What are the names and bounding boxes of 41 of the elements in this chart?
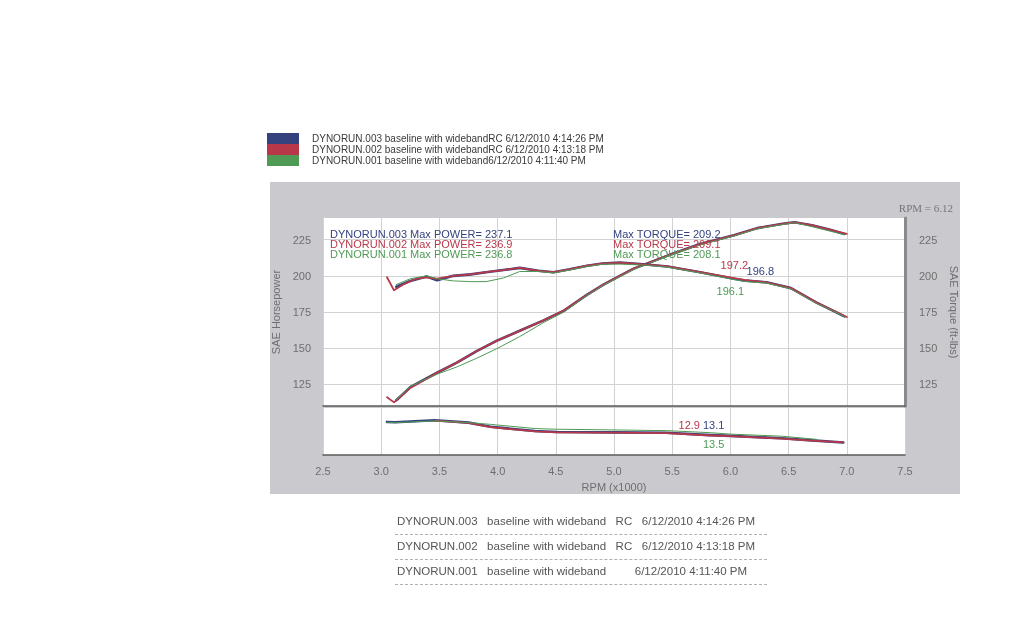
y2-tick-label: 225 [919,233,938,246]
x-tick-label: 5.0 [606,464,622,477]
y-tick-label: 125 [292,378,311,391]
x-tick-label: 7.0 [839,464,855,477]
x-axis-title: RPM (x1000) [581,480,647,493]
legend-label: DYNORUN.001 baseline with wideband6/12/2010 4:11:40 PM [312,155,586,166]
data-label: 196.1 [716,284,745,297]
annotation: 13.1 [703,419,725,431]
text: DYNORUN.003 baseline with wideband RC 6/12/2010 4:14:26 PM [395,510,767,535]
x-tick-label: 2.5 [315,464,331,477]
annotation: DYNORUN.001 Max POWER= 236.8 [330,248,513,260]
x-tick-label: 7.5 [897,464,913,477]
y-axis-title: SAE Horsepower [270,269,283,355]
y-tick-label: 150 [292,342,311,355]
x-tick-label: 3.0 [373,464,389,477]
y-tick-label: 200 [292,269,311,282]
annotation: DYNORUN.003 Max POWER= 237.1 [330,228,513,240]
y2-tick-label: 150 [919,342,938,355]
x-tick-label: 4.5 [548,464,564,477]
text: RPM = 6.12 [898,202,953,214]
legend-label: DYNORUN.003 baseline with widebandRC 6/12/2010 4:14:26 PM [312,133,604,144]
y2-axis-title: SAE Torque (ft-lbs) [947,265,960,359]
annotation: 12.9 [678,419,700,431]
y-tick-label: 175 [292,306,311,318]
x-tick-label: 6.5 [780,464,797,477]
x-tick-label: 4.0 [489,464,506,477]
text: DYNORUN.001 baseline with wideband 6/12/2010 4:11:40 PM [395,560,767,585]
x-tick-label: 3.5 [431,464,448,477]
annotation: Max TORQUE= 209.2 [613,228,721,240]
y2-tick-label: 200 [919,269,938,282]
x-tick-label: 5.5 [664,464,680,477]
y-tick-label: 225 [292,233,311,246]
y2-tick-label: 125 [919,378,938,391]
y2-tick-label: 175 [919,306,938,318]
data-label: 196.8 [746,264,775,277]
data-label: 197.2 [720,259,749,272]
annotation: 13.5 [703,438,725,450]
legend-label: DYNORUN.002 baseline with widebandRC 6/12/2010 4:13:18 PM [312,144,604,155]
text: DYNORUN.002 baseline with wideband RC 6/12/2010 4:13:18 PM [395,535,767,560]
annotation: DYNORUN.002 Max POWER= 236.9 [330,238,513,250]
x-tick-label: 6.0 [722,464,739,477]
